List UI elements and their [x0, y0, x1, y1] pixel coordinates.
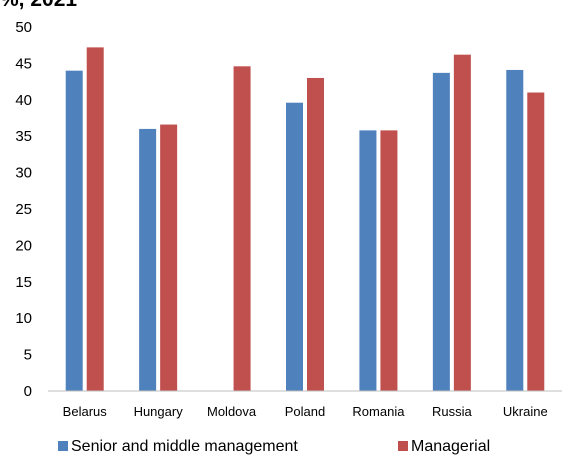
bar-managerial-hungary	[160, 124, 178, 391]
x-tick-label: Hungary	[134, 404, 184, 419]
bar-senior-middle-management-ukraine	[506, 69, 524, 392]
y-tick-label: 35	[15, 128, 32, 145]
y-tick-label: 50	[15, 19, 32, 36]
legend-swatch	[58, 441, 68, 451]
x-tick-label: Ukraine	[503, 404, 548, 419]
legend-label: Managerial	[411, 438, 490, 455]
y-tick-label: 20	[15, 237, 32, 254]
x-tick-label: Moldova	[207, 404, 257, 419]
bar-senior-middle-management-hungary	[139, 128, 157, 392]
legend-swatch	[398, 441, 408, 451]
legend: Senior and middle management Managerial	[58, 438, 490, 455]
x-tick-label: Poland	[285, 404, 325, 419]
bar-managerial-moldova	[233, 66, 251, 391]
bar-senior-middle-management-belarus	[65, 70, 83, 392]
legend-label: Senior and middle management	[71, 438, 298, 455]
x-tick-label: Romania	[352, 404, 405, 419]
y-tick-label: 5	[24, 347, 32, 364]
bar-senior-middle-management-romania	[359, 130, 377, 391]
y-tick-label: 15	[15, 274, 32, 291]
bars	[65, 47, 545, 392]
bar-senior-middle-management-russia	[432, 72, 450, 391]
y-tick-label: 25	[15, 201, 32, 218]
y-tick-label: 40	[15, 92, 32, 109]
y-tick-label: 30	[15, 165, 32, 182]
x-axis: Belarus Hungary Moldova Poland Romania Russia…	[63, 404, 548, 419]
bar-managerial-ukraine	[527, 92, 545, 392]
bar-senior-middle-management-poland	[286, 102, 303, 391]
bar-managerial-russia	[453, 54, 471, 391]
bar-managerial-belarus	[86, 47, 104, 391]
y-tick-label: 10	[15, 310, 32, 327]
x-tick-label: Belarus	[63, 404, 108, 419]
y-tick-label: 0	[24, 383, 32, 400]
chart-title-fragment: %, 2021	[0, 0, 77, 12]
x-tick-label: Russia	[432, 404, 473, 419]
y-axis: 0 5 10 15 20 25 30 35 40 45 50	[15, 19, 32, 400]
y-tick-label: 45	[15, 55, 32, 72]
bar-managerial-romania	[380, 130, 398, 391]
bar-managerial-poland	[307, 77, 324, 392]
